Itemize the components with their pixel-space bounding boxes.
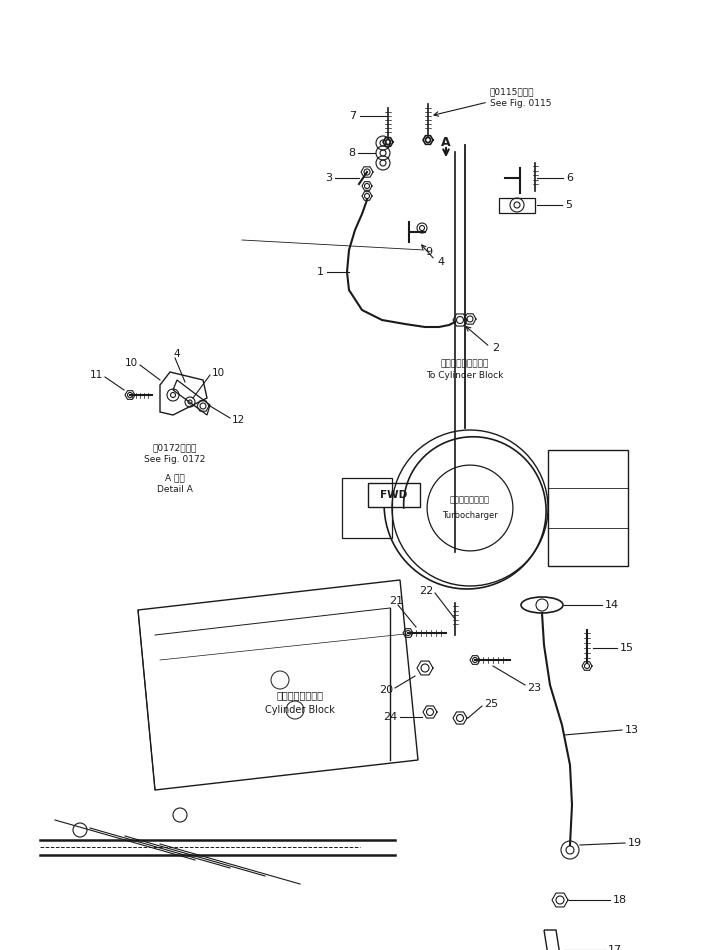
- Text: 4: 4: [437, 257, 444, 267]
- Text: 2: 2: [492, 343, 499, 353]
- Text: Cylinder Block: Cylinder Block: [265, 705, 335, 715]
- Text: 21: 21: [389, 596, 403, 606]
- Text: Detail A: Detail A: [157, 485, 193, 495]
- Text: 6: 6: [566, 173, 573, 183]
- Text: 18: 18: [613, 895, 627, 905]
- Text: 1: 1: [317, 267, 324, 277]
- Text: 11: 11: [90, 370, 103, 380]
- Text: 10: 10: [212, 368, 225, 378]
- Text: シリンダブロック: シリンダブロック: [277, 690, 324, 700]
- Text: 3: 3: [325, 173, 332, 183]
- Text: 17: 17: [608, 945, 622, 950]
- Text: 4: 4: [173, 349, 181, 359]
- Text: See Fig. 0172: See Fig. 0172: [144, 455, 205, 465]
- Text: 19: 19: [628, 838, 642, 848]
- Text: 8: 8: [348, 148, 355, 158]
- Text: ターボチャージャ: ターボチャージャ: [450, 496, 490, 504]
- Text: 13: 13: [625, 725, 639, 735]
- Text: A: A: [442, 136, 451, 148]
- Text: FWD: FWD: [380, 490, 407, 500]
- Text: Turbocharger: Turbocharger: [442, 511, 498, 521]
- Text: 24: 24: [383, 712, 397, 722]
- Text: 第0115図参照: 第0115図参照: [490, 87, 535, 97]
- Text: 22: 22: [419, 586, 433, 596]
- Text: 25: 25: [484, 699, 498, 709]
- Text: 5: 5: [565, 200, 572, 210]
- Text: 14: 14: [605, 600, 619, 610]
- Text: 20: 20: [379, 685, 393, 695]
- Text: 10: 10: [125, 358, 138, 368]
- Text: 15: 15: [620, 643, 634, 653]
- Bar: [548, 450, 628, 566]
- Text: シリンダブロックへ: シリンダブロックへ: [441, 359, 489, 369]
- Text: See Fig. 0115: See Fig. 0115: [490, 100, 552, 108]
- Bar: [342, 478, 392, 538]
- Text: 9: 9: [425, 247, 432, 257]
- Text: 7: 7: [349, 111, 356, 121]
- Text: To Cylinder Block: To Cylinder Block: [427, 371, 503, 381]
- Text: A 詳細: A 詳細: [165, 473, 185, 483]
- Text: 23: 23: [527, 683, 541, 693]
- Text: 第0172図参照: 第0172図参照: [153, 444, 197, 452]
- Text: 12: 12: [232, 415, 245, 425]
